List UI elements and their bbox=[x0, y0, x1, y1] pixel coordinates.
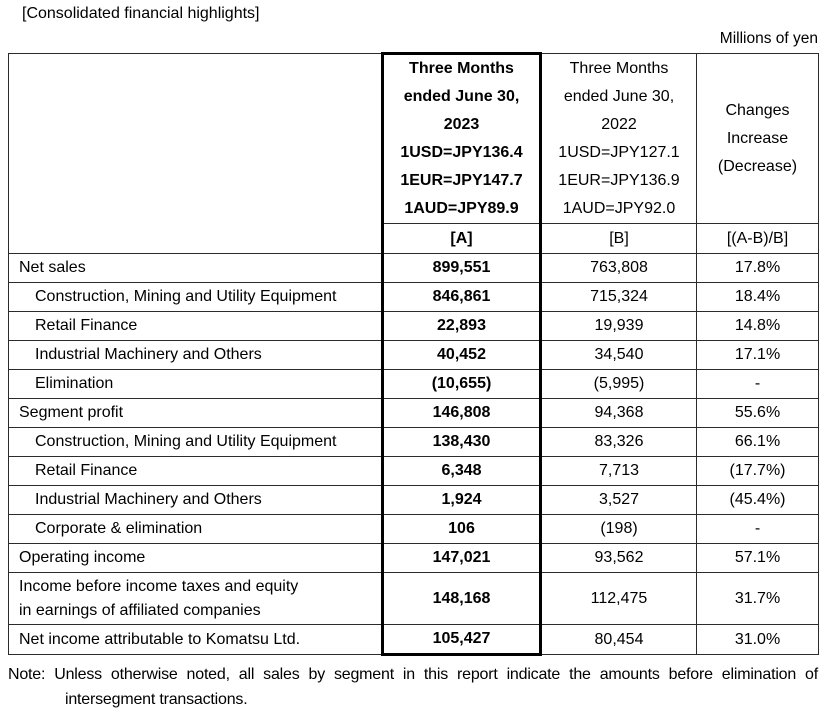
value-change: 55.6% bbox=[696, 398, 819, 428]
row-label: Net sales bbox=[8, 253, 383, 283]
value-2022: 19,939 bbox=[540, 311, 697, 341]
row-label: Income before income taxes and equity in… bbox=[8, 572, 383, 625]
row-label: Segment profit bbox=[8, 398, 383, 428]
header-period-2023: Three Months ended June 30, 2023 1USD=JP… bbox=[381, 52, 542, 224]
value-2023: 148,168 bbox=[381, 572, 542, 625]
table-row: Segment profit 146,808 94,368 55.6% bbox=[8, 398, 819, 428]
value-2023: 138,430 bbox=[381, 427, 542, 457]
table-row: Income before income taxes and equity in… bbox=[8, 572, 819, 625]
row-label: Retail Finance bbox=[8, 456, 383, 486]
header-sub-b: [B] bbox=[540, 223, 697, 254]
value-2023: 40,452 bbox=[381, 340, 542, 370]
value-change: - bbox=[696, 369, 819, 399]
value-2022: 93,562 bbox=[540, 543, 697, 573]
value-change: 14.8% bbox=[696, 311, 819, 341]
table-row: Industrial Machinery and Others 40,452 34,… bbox=[8, 340, 819, 370]
value-2022: 94,368 bbox=[540, 398, 697, 428]
table-row: Industrial Machinery and Others 1,924 3,52… bbox=[8, 485, 819, 515]
row-label: Elimination bbox=[8, 369, 383, 399]
footnote: Note: Unless otherwise noted, all sales … bbox=[8, 666, 818, 708]
value-2023: 899,551 bbox=[381, 253, 542, 283]
header-changes: Changes Increase (Decrease) bbox=[696, 53, 819, 224]
header-period-2022: Three Months ended June 30, 2022 1USD=JP… bbox=[540, 53, 697, 224]
table-row: Construction, Mining and Utility Equipme… bbox=[8, 427, 819, 457]
table-body: Net sales 899,551 763,808 17.8% Construction… bbox=[8, 253, 819, 656]
page-title: [Consolidated financial highlights] bbox=[22, 5, 260, 22]
value-2023: 105,427 bbox=[381, 624, 542, 656]
value-2022: 34,540 bbox=[540, 340, 697, 370]
value-change: 57.1% bbox=[696, 543, 819, 573]
table-row: Retail Finance 6,348 7,713 (17.7%) bbox=[8, 456, 819, 486]
value-change: 31.7% bbox=[696, 572, 819, 625]
value-2023: 146,808 bbox=[381, 398, 542, 428]
header-sub-c: [(A-B)/B] bbox=[696, 223, 819, 254]
value-2023: 106 bbox=[381, 514, 542, 544]
table-row: Operating income 147,021 93,562 57.1% bbox=[8, 543, 819, 573]
table-row: Net income attributable to Komatsu Ltd. 1… bbox=[8, 624, 819, 656]
value-change: 18.4% bbox=[696, 282, 819, 312]
value-2022: 7,713 bbox=[540, 456, 697, 486]
table-row: Net sales 899,551 763,808 17.8% bbox=[8, 253, 819, 283]
row-label: Industrial Machinery and Others bbox=[8, 485, 383, 515]
value-2022: 763,808 bbox=[540, 253, 697, 283]
value-2022: 112,475 bbox=[540, 572, 697, 625]
units-label: Millions of yen bbox=[719, 30, 818, 47]
value-change: (17.7%) bbox=[696, 456, 819, 486]
table-header: Three Months ended June 30, 2023 1USD=JP… bbox=[8, 52, 819, 254]
value-change: 31.0% bbox=[696, 624, 819, 655]
value-2022: 715,324 bbox=[540, 282, 697, 312]
value-change: 66.1% bbox=[696, 427, 819, 457]
table-row: Construction, Mining and Utility Equipme… bbox=[8, 282, 819, 312]
row-label: Retail Finance bbox=[8, 311, 383, 341]
value-2022: (198) bbox=[540, 514, 697, 544]
value-change: 17.1% bbox=[696, 340, 819, 370]
row-label: Net income attributable to Komatsu Ltd. bbox=[8, 624, 383, 655]
row-label: Construction, Mining and Utility Equipme… bbox=[8, 282, 383, 312]
row-label: Industrial Machinery and Others bbox=[8, 340, 383, 370]
value-2022: 80,454 bbox=[540, 624, 697, 655]
value-2023: 6,348 bbox=[381, 456, 542, 486]
header-sub-a: [A] bbox=[381, 223, 542, 254]
value-change: 17.8% bbox=[696, 253, 819, 283]
value-2023: 846,861 bbox=[381, 282, 542, 312]
table-row: Elimination (10,655) (5,995) - bbox=[8, 369, 819, 399]
financial-highlights-table: Three Months ended June 30, 2023 1USD=JP… bbox=[8, 52, 819, 656]
row-label: Operating income bbox=[8, 543, 383, 573]
table-row: Corporate & elimination 106 (198) - bbox=[8, 514, 819, 544]
table-row: Retail Finance 22,893 19,939 14.8% bbox=[8, 311, 819, 341]
value-2023: 147,021 bbox=[381, 543, 542, 573]
header-empty-cell bbox=[8, 53, 383, 254]
value-change: (45.4%) bbox=[696, 485, 819, 515]
value-2022: (5,995) bbox=[540, 369, 697, 399]
value-change: - bbox=[696, 514, 819, 544]
value-2022: 83,326 bbox=[540, 427, 697, 457]
value-2023: 1,924 bbox=[381, 485, 542, 515]
row-label: Construction, Mining and Utility Equipme… bbox=[8, 427, 383, 457]
value-2023: 22,893 bbox=[381, 311, 542, 341]
value-2022: 3,527 bbox=[540, 485, 697, 515]
row-label: Corporate & elimination bbox=[8, 514, 383, 544]
header-period-row: Three Months ended June 30, 2023 1USD=JP… bbox=[8, 52, 819, 254]
header-sub-row: [A] [B] [(A-B)/B] bbox=[9, 223, 819, 254]
value-2023: (10,655) bbox=[381, 369, 542, 399]
